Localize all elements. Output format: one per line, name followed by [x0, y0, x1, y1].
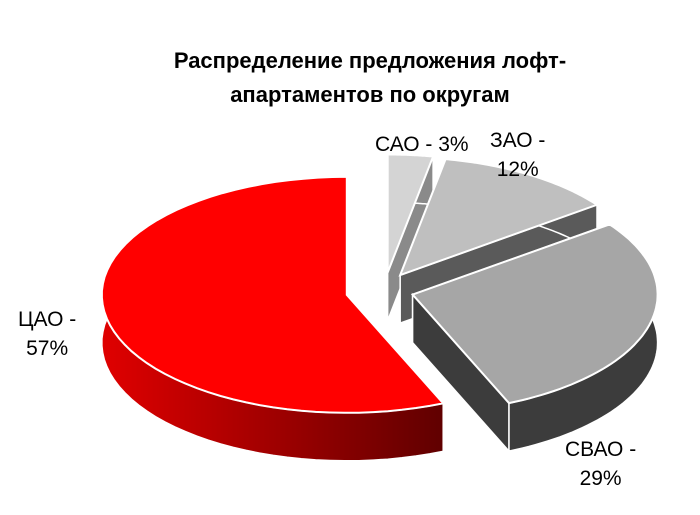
label-sao-text: САО - 3% — [375, 133, 469, 156]
label-cao-name: ЦАО - — [18, 308, 77, 331]
title-line-1: Распределение предложения лофт- — [173, 48, 567, 73]
label-cao-value: 57% — [26, 337, 69, 360]
label-zao-name: ЗАО - — [490, 129, 546, 152]
chart-title: Распределение предложения лофт- апартаме… — [0, 44, 700, 112]
label-cao: ЦАО - 57% — [18, 305, 76, 363]
label-zao-value: 12% — [496, 158, 539, 181]
label-sao: САО - 3% — [375, 130, 469, 159]
slice-top-ЗАО — [398, 158, 600, 277]
label-svao: СВАО - 29% — [565, 435, 636, 493]
label-zao: ЗАО - 12% — [490, 126, 545, 184]
slice-top-ЦАО — [100, 175, 446, 414]
title-line-2: апартаментов по округам — [230, 82, 510, 107]
slice-top-СВАО — [410, 223, 659, 405]
label-svao-value: 29% — [579, 467, 622, 490]
label-svao-name: СВАО - — [565, 438, 637, 461]
slice-top-САО — [386, 153, 435, 273]
